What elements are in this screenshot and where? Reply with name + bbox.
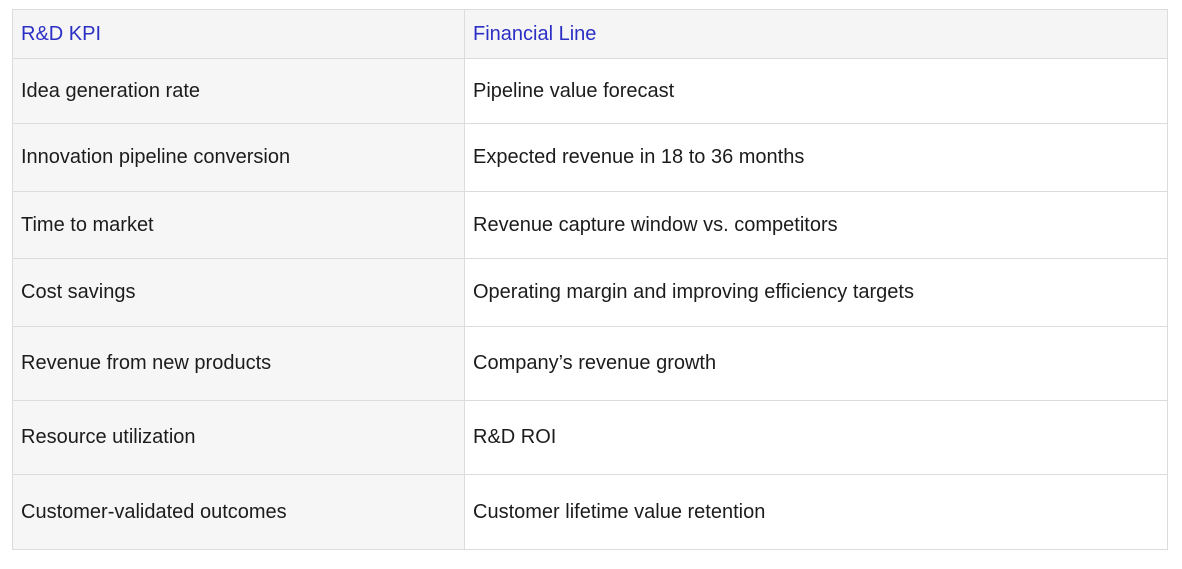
kpi-cell: Cost savings [12,258,465,327]
header-cell: Financial Line [464,9,1168,59]
financial-line-cell: Customer lifetime value retention [464,474,1168,550]
kpi-cell: Revenue from new products [12,326,465,401]
table-row: Innovation pipeline conversion Expected r… [12,123,1168,192]
kpi-cell: Resource utilization [12,400,465,475]
kpi-table: R&D KPI Financial Line Idea generation ra… [12,9,1168,550]
financial-line-cell: Revenue capture window vs. competitors [464,191,1168,259]
kpi-cell: Customer-validated outcomes [12,474,465,550]
table-body: Idea generation rate Pipeline value forec… [12,58,1168,550]
table-row: Revenue from new products Company’s reven… [12,326,1168,401]
kpi-cell: Innovation pipeline conversion [12,123,465,192]
header-row: R&D KPI Financial Line [12,9,1168,59]
kpi-cell: Time to market [12,191,465,259]
table-row: Cost savings Operating margin and improvi… [12,258,1168,327]
financial-line-cell: Operating margin and improving efficienc… [464,258,1168,327]
table-row: Idea generation rate Pipeline value forec… [12,58,1168,124]
financial-line-cell: R&D ROI [464,400,1168,475]
financial-line-cell: Company’s revenue growth [464,326,1168,401]
financial-line-cell: Pipeline value forecast [464,58,1168,124]
financial-line-cell: Expected revenue in 18 to 36 months [464,123,1168,192]
table-row: Customer-validated outcomes Customer life… [12,474,1168,550]
table-row: Resource utilization R&D ROI [12,400,1168,475]
header-cell: R&D KPI [12,9,465,59]
kpi-cell: Idea generation rate [12,58,465,124]
table-row: Time to market Revenue capture window vs.… [12,191,1168,259]
